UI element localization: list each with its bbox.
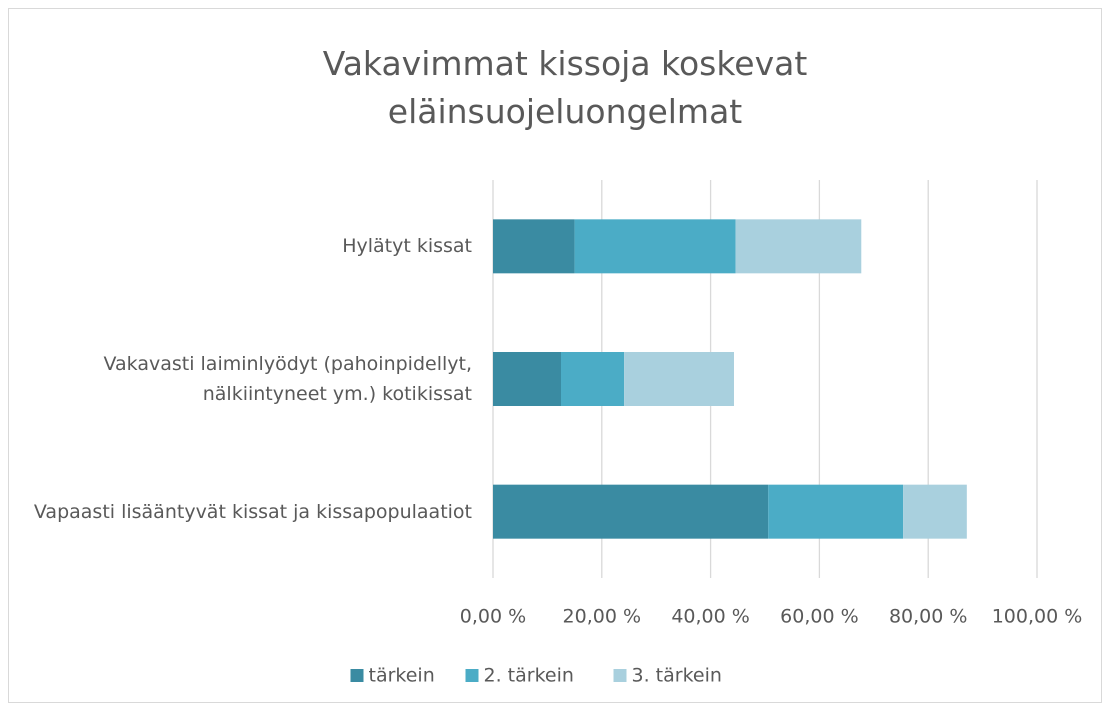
x-tick-label: 100,00 % — [992, 606, 1083, 628]
x-tick-label: 60,00 % — [780, 606, 859, 628]
y-tick-label: Vakavasti laiminlyödyt (pahoinpidellyt, … — [103, 353, 473, 405]
legend-swatch — [465, 669, 479, 682]
x-tick-label: 80,00 % — [889, 606, 968, 628]
x-tick-label: 40,00 % — [671, 606, 750, 628]
y-tick-label: Vapaasti lisääntyvät kissat ja kissapopu… — [33, 500, 472, 523]
legend-label: 2. tärkein — [484, 665, 574, 687]
bar-segment — [493, 219, 575, 274]
bar-segment — [624, 352, 734, 406]
bar-segment — [493, 352, 561, 406]
legend-label: 3. tärkein — [632, 665, 722, 687]
bar-segment — [493, 484, 769, 539]
bar-segment — [735, 219, 862, 274]
chart-title: Vakavimmat kissoja koskevat eläinsuojelu… — [322, 44, 808, 131]
bar-segment — [768, 484, 904, 539]
bar-segment — [574, 219, 736, 274]
y-tick-label: Hylätyt kissat — [342, 235, 472, 258]
bar-segment — [561, 352, 625, 406]
chart-border — [8, 8, 1102, 703]
bar-segment — [903, 484, 967, 539]
x-tick-label: 20,00 % — [563, 606, 642, 628]
legend-swatch — [350, 669, 364, 682]
x-tick-label: 0,00 % — [460, 606, 526, 628]
legend-label: tärkein — [369, 665, 435, 687]
legend-swatch — [613, 669, 627, 682]
